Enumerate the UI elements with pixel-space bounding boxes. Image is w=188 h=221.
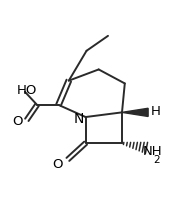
Text: HO: HO xyxy=(17,84,37,97)
Text: N: N xyxy=(74,112,84,126)
Text: 2: 2 xyxy=(154,155,160,165)
Text: O: O xyxy=(52,158,62,171)
Text: NH: NH xyxy=(143,145,162,158)
Text: H: H xyxy=(151,105,161,118)
Polygon shape xyxy=(122,108,148,116)
Text: O: O xyxy=(12,115,23,128)
